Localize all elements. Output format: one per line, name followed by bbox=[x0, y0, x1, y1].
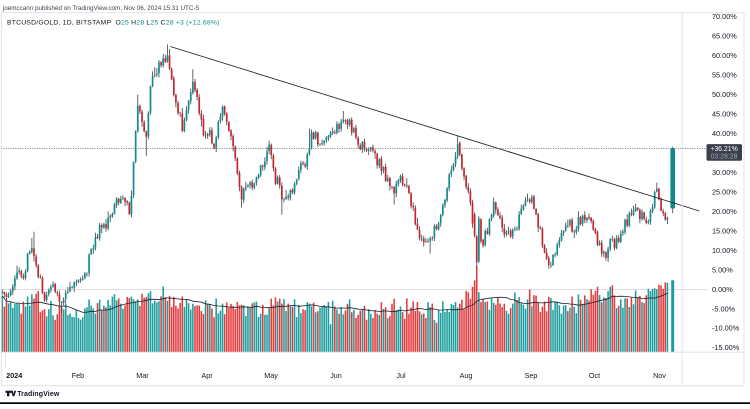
svg-text:+36.21%: +36.21% bbox=[710, 146, 737, 153]
svg-text:30.00%: 30.00% bbox=[712, 168, 737, 177]
svg-text:Jul: Jul bbox=[396, 371, 406, 380]
svg-text:25.00%: 25.00% bbox=[712, 187, 737, 196]
svg-text:-10.00%: -10.00% bbox=[712, 324, 740, 333]
svg-text:TradingView: TradingView bbox=[17, 391, 60, 398]
svg-text:2024: 2024 bbox=[6, 371, 22, 380]
svg-text:Feb: Feb bbox=[72, 371, 84, 380]
svg-text:65.00%: 65.00% bbox=[712, 32, 737, 41]
svg-text:45.00%: 45.00% bbox=[712, 110, 737, 119]
svg-text:Nov: Nov bbox=[653, 371, 666, 380]
svg-text:5.00%: 5.00% bbox=[712, 265, 733, 274]
svg-text:50.00%: 50.00% bbox=[712, 90, 737, 99]
svg-text:Oct: Oct bbox=[589, 371, 600, 380]
svg-text:0.00%: 0.00% bbox=[712, 285, 733, 294]
svg-text:Jun: Jun bbox=[330, 371, 342, 380]
svg-text:Aug: Aug bbox=[460, 371, 473, 380]
svg-text:-5.00%: -5.00% bbox=[712, 304, 736, 313]
svg-text:-15.00%: -15.00% bbox=[712, 343, 740, 352]
svg-text:20.00%: 20.00% bbox=[712, 207, 737, 216]
svg-text:40.00%: 40.00% bbox=[712, 129, 737, 138]
svg-text:60.00%: 60.00% bbox=[712, 51, 737, 60]
svg-text:Apr: Apr bbox=[201, 371, 213, 380]
svg-text:Sep: Sep bbox=[525, 371, 538, 380]
svg-text:May: May bbox=[264, 371, 278, 380]
svg-text:BTCUSD/GOLD, 1D, BITSTAMP O25: BTCUSD/GOLD, 1D, BITSTAMP O25 H28 L25 C2… bbox=[7, 20, 220, 27]
svg-text:15.00%: 15.00% bbox=[712, 226, 737, 235]
svg-text:03:28:28: 03:28:28 bbox=[711, 154, 738, 161]
svg-text:70.00%: 70.00% bbox=[712, 12, 737, 21]
svg-text:joemccann published on Trading: joemccann published on TradingView.com, … bbox=[2, 5, 200, 12]
svg-text:10.00%: 10.00% bbox=[712, 246, 737, 255]
svg-text:55.00%: 55.00% bbox=[712, 71, 737, 80]
svg-text:Mar: Mar bbox=[136, 371, 149, 380]
